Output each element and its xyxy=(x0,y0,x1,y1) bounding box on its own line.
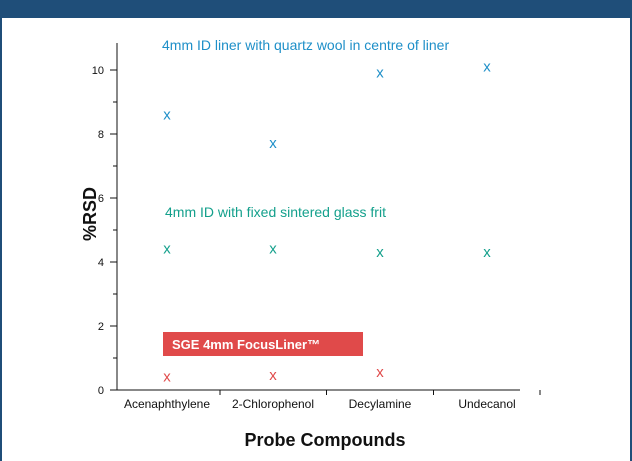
x-category-label: Acenaphthylene xyxy=(124,397,210,411)
marker-focusliner: x xyxy=(376,364,384,381)
data-markers: x x x x x x x x x x x xyxy=(163,58,491,385)
marker-focusliner: x xyxy=(269,367,277,384)
frame-border-right xyxy=(630,18,632,461)
x-axis-categories: Acenaphthylene 2-Chlorophenol Decylamine Un… xyxy=(124,390,541,411)
marker-quartz-wool: x xyxy=(376,65,384,82)
series-annotations: 4mm ID liner with quartz wool in centre … xyxy=(162,37,449,356)
focusliner-badge xyxy=(163,332,363,356)
marker-quartz-wool: x xyxy=(483,58,491,75)
marker-quartz-wool: x xyxy=(269,135,277,152)
series-annotation-sintered-frit: 4mm ID with fixed sintered glass frit xyxy=(165,204,386,220)
x-category-label: 2-Chlorophenol xyxy=(232,397,314,411)
header-band xyxy=(0,0,632,18)
y-tick-label: 10 xyxy=(92,65,104,77)
marker-focusliner: x xyxy=(163,369,171,386)
marker-sintered-frit: x xyxy=(163,241,171,258)
y-axis-ticks: 0 2 4 6 8 10 xyxy=(92,65,117,397)
y-tick-label: 6 xyxy=(98,193,104,205)
y-tick-label: 4 xyxy=(98,257,104,269)
marker-sintered-frit: x xyxy=(483,244,491,261)
y-tick-label: 0 xyxy=(98,385,104,397)
marker-quartz-wool: x xyxy=(163,106,171,123)
y-tick-label: 8 xyxy=(98,129,104,141)
series-annotation-focusliner: SGE 4mm FocusLiner™ xyxy=(172,337,320,352)
chart-axes xyxy=(116,43,520,391)
series-annotation-quartz-wool: 4mm ID liner with quartz wool in centre … xyxy=(162,37,449,53)
y-axis-title: %RSD xyxy=(80,187,100,241)
marker-sintered-frit: x xyxy=(376,244,384,261)
marker-sintered-frit: x xyxy=(269,241,277,258)
x-category-label: Decylamine xyxy=(349,397,412,411)
y-tick-label: 2 xyxy=(98,321,104,333)
frame-border-left xyxy=(0,18,2,461)
x-axis-title: Probe Compounds xyxy=(245,430,406,450)
x-category-label: Undecanol xyxy=(458,397,515,411)
